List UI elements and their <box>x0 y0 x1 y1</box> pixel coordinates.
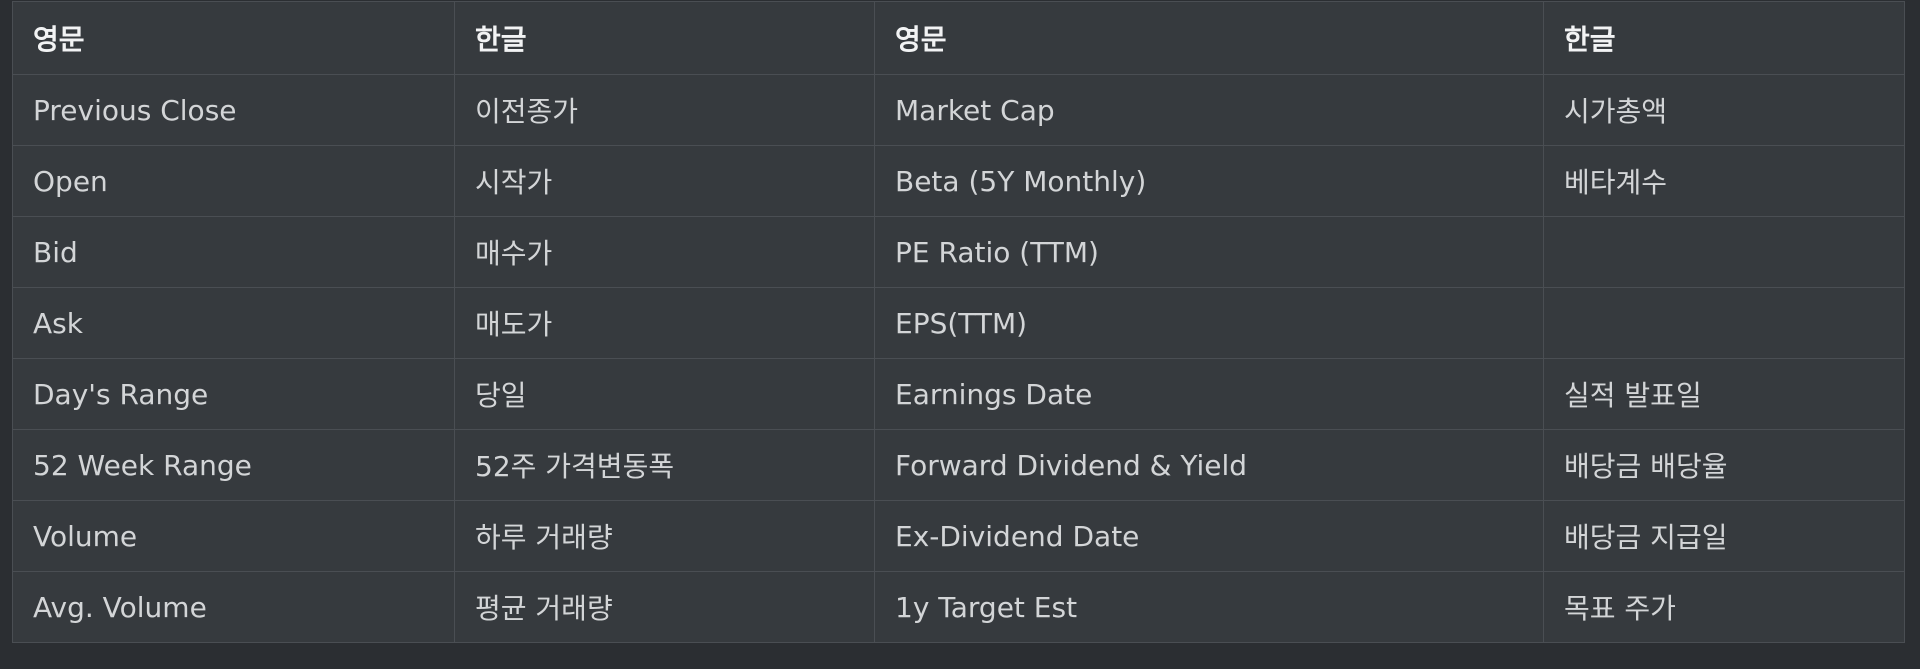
cell-english-term: Ask <box>12 287 455 359</box>
cell-english-term: EPS(TTM) <box>874 287 1544 359</box>
cell-korean-term: 시가총액 <box>1543 74 1905 146</box>
cell-korean-term: 당일 <box>454 358 875 430</box>
header-korean-1: 한글 <box>454 1 875 75</box>
table-row: Ask 매도가 EPS(TTM) <box>12 287 1905 359</box>
cell-english-term: Market Cap <box>874 74 1544 146</box>
cell-english-term: Forward Dividend & Yield <box>874 429 1544 501</box>
cell-english-term: PE Ratio (TTM) <box>874 216 1544 288</box>
cell-english-term: Volume <box>12 500 455 572</box>
table-row: Day's Range 당일 Earnings Date 실적 발표일 <box>12 358 1905 430</box>
table-row: Open 시작가 Beta (5Y Monthly) 베타계수 <box>12 145 1905 217</box>
header-english-1: 영문 <box>12 1 455 75</box>
cell-english-term: 1y Target Est <box>874 571 1544 643</box>
cell-english-term: Ex-Dividend Date <box>874 500 1544 572</box>
header-english-2: 영문 <box>874 1 1544 75</box>
cell-english-term: Avg. Volume <box>12 571 455 643</box>
cell-english-term: Beta (5Y Monthly) <box>874 145 1544 217</box>
cell-korean-term: 평균 거래량 <box>454 571 875 643</box>
cell-korean-term: 이전종가 <box>454 74 875 146</box>
cell-korean-term: 52주 가격변동폭 <box>454 429 875 501</box>
table-row: Bid 매수가 PE Ratio (TTM) <box>12 216 1905 288</box>
cell-english-term: Bid <box>12 216 455 288</box>
cell-english-term: Open <box>12 145 455 217</box>
cell-english-term: Previous Close <box>12 74 455 146</box>
cell-english-term: Day's Range <box>12 358 455 430</box>
table-row: Avg. Volume 평균 거래량 1y Target Est 목표 주가 <box>12 571 1905 643</box>
cell-english-term: 52 Week Range <box>12 429 455 501</box>
table-header-row: 영문 한글 영문 한글 <box>12 1 1905 75</box>
table-row: 52 Week Range 52주 가격변동폭 Forward Dividend… <box>12 429 1905 501</box>
cell-korean-term: 배당금 지급일 <box>1543 500 1905 572</box>
cell-korean-term: 시작가 <box>454 145 875 217</box>
cell-korean-term: 실적 발표일 <box>1543 358 1905 430</box>
cell-korean-term: 배당금 배당율 <box>1543 429 1905 501</box>
cell-korean-term: 하루 거래량 <box>454 500 875 572</box>
table-row: Volume 하루 거래량 Ex-Dividend Date 배당금 지급일 <box>12 500 1905 572</box>
financial-terms-table-container: 영문 한글 영문 한글 Previous Close 이전종가 Market C… <box>12 1 1905 643</box>
cell-korean-term: 매수가 <box>454 216 875 288</box>
financial-terms-table: 영문 한글 영문 한글 Previous Close 이전종가 Market C… <box>12 1 1905 643</box>
cell-korean-term <box>1543 287 1905 359</box>
cell-korean-term: 매도가 <box>454 287 875 359</box>
cell-english-term: Earnings Date <box>874 358 1544 430</box>
header-korean-2: 한글 <box>1543 1 1905 75</box>
table-row: Previous Close 이전종가 Market Cap 시가총액 <box>12 74 1905 146</box>
cell-korean-term: 목표 주가 <box>1543 571 1905 643</box>
cell-korean-term <box>1543 216 1905 288</box>
cell-korean-term: 베타계수 <box>1543 145 1905 217</box>
